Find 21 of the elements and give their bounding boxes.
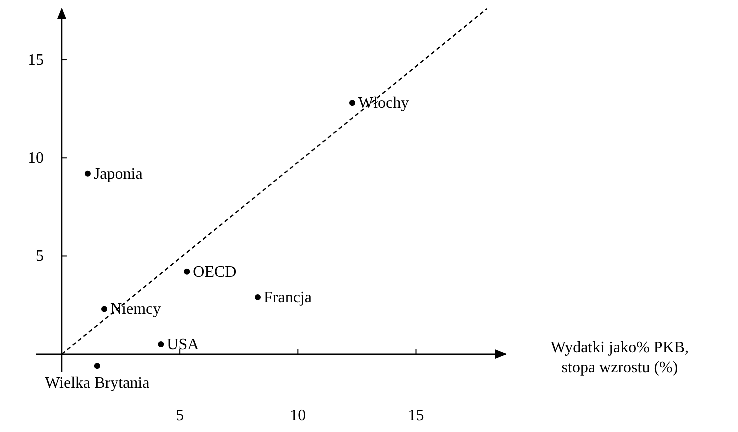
series-label: OECD — [193, 264, 237, 281]
series-label: Włochy — [358, 95, 410, 112]
x-tick-label: 10 — [290, 407, 306, 424]
series-label: Japonia — [94, 166, 143, 183]
point — [101, 306, 108, 312]
x-axis-title: Wydatki jako% PKB, stopa wzrostu (%) — [550, 339, 690, 376]
point — [255, 294, 262, 300]
series-label: Francja — [264, 289, 312, 306]
point — [158, 342, 164, 348]
x-tick-label: 5 — [176, 407, 184, 424]
point — [94, 363, 100, 370]
point — [349, 100, 356, 106]
series-label: Niemcy — [110, 301, 162, 318]
x-tick-label: 15 — [408, 407, 424, 424]
y-tick-label: 10 — [28, 150, 44, 168]
series-label: Wielka Brytania — [45, 375, 150, 392]
y-tick-label: 5 — [36, 248, 44, 266]
y-tick-label: 15 — [28, 52, 44, 70]
point — [84, 170, 91, 177]
point — [184, 268, 190, 275]
series-label: USA — [167, 336, 200, 354]
